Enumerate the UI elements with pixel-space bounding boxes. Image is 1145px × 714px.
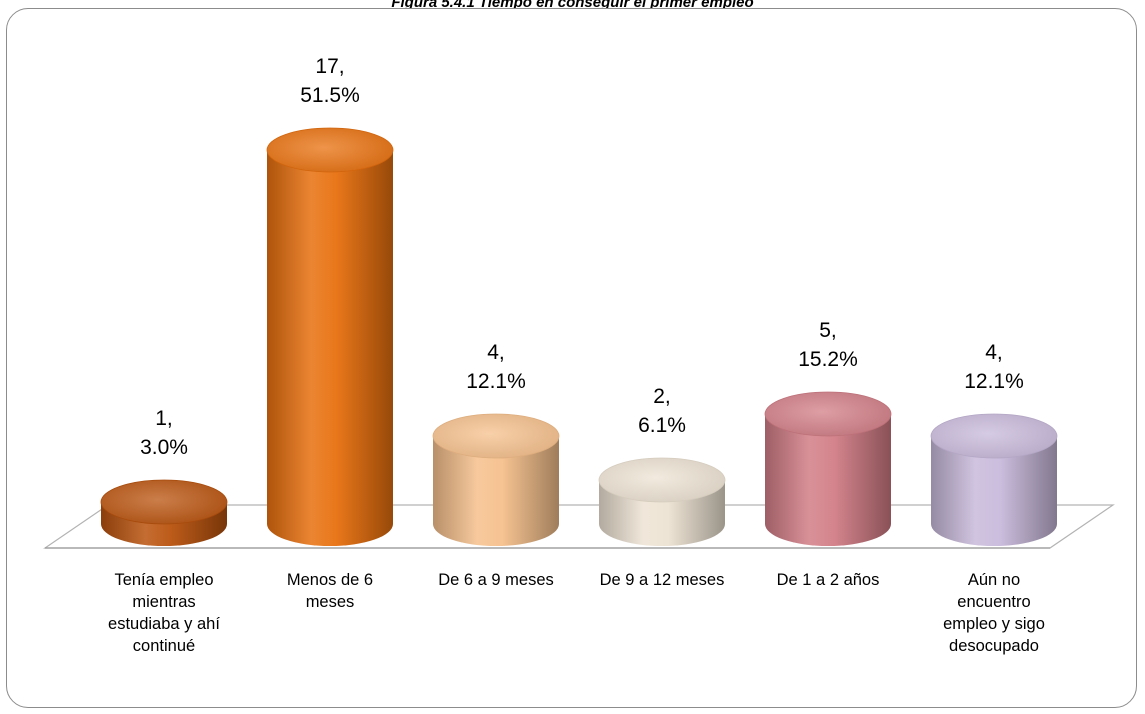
data-label-count: 5, <box>819 319 837 342</box>
category-label: De 6 a 9 meses <box>421 569 571 591</box>
figure-caption: Figura 5.4.1 Tiempo en conseguir el prim… <box>391 0 754 11</box>
data-label: 17, 51.5% <box>270 52 390 110</box>
data-label-percent: 3.0% <box>140 436 188 459</box>
data-label-count: 2, <box>653 385 671 408</box>
bar-top <box>930 413 1058 459</box>
category-label-line: estudiaba y ahí <box>108 615 220 633</box>
data-label: 5, 15.2% <box>768 316 888 374</box>
category-label-line: mientras <box>132 593 196 611</box>
bar-group <box>100 127 1058 546</box>
category-label: De 1 a 2 años <box>753 569 903 591</box>
bar-body <box>765 414 891 546</box>
data-label-count: 4, <box>985 341 1003 364</box>
bar-body <box>931 436 1057 546</box>
data-label: 2, 6.1% <box>602 382 722 440</box>
bar-0 <box>100 479 228 546</box>
category-label-line: empleo y sigo <box>943 615 1045 633</box>
data-label-percent: 51.5% <box>300 84 360 107</box>
bar-body <box>267 150 393 546</box>
bar-body <box>433 436 559 546</box>
bar-top <box>764 391 892 437</box>
data-label-percent: 12.1% <box>964 370 1024 393</box>
bar-5 <box>930 413 1058 546</box>
category-label-line: desocupado <box>949 637 1039 655</box>
data-label: 4, 12.1% <box>436 338 556 396</box>
data-label: 4, 12.1% <box>934 338 1054 396</box>
data-label-percent: 15.2% <box>798 348 858 371</box>
category-label-line: De 1 a 2 años <box>776 571 880 589</box>
category-label-line: De 6 a 9 meses <box>438 571 554 589</box>
category-label: Aún no encuentro empleo y sigo desocupado <box>919 569 1069 657</box>
category-label-line: Menos de 6 <box>286 571 374 589</box>
category-label: Tenía empleo mientras estudiaba y ahí conti… <box>89 569 239 657</box>
data-label-percent: 6.1% <box>638 414 686 437</box>
bar-1 <box>266 127 394 546</box>
category-label-line: continué <box>132 637 196 655</box>
bar-4 <box>764 391 892 546</box>
chart-frame <box>6 8 1137 708</box>
data-label-percent: 12.1% <box>466 370 526 393</box>
data-label-count: 1, <box>155 407 173 430</box>
category-label: De 9 a 12 meses <box>587 569 737 591</box>
bar-top <box>100 479 228 525</box>
category-label-line: De 9 a 12 meses <box>599 571 725 589</box>
category-label-line: Aún no <box>967 571 1021 589</box>
bar-2 <box>432 413 560 546</box>
bar-3 <box>598 457 726 546</box>
category-label-line: Tenía empleo <box>114 571 214 589</box>
bar-top <box>598 457 726 503</box>
data-label-count: 17, <box>315 55 345 78</box>
bar-top <box>266 127 394 173</box>
category-label-line: meses <box>305 593 355 611</box>
category-label: Menos de 6 meses <box>255 569 405 613</box>
bar-top <box>432 413 560 459</box>
category-label-line: encuentro <box>957 593 1031 611</box>
data-label-count: 4, <box>487 341 505 364</box>
data-label: 1, 3.0% <box>104 404 224 462</box>
